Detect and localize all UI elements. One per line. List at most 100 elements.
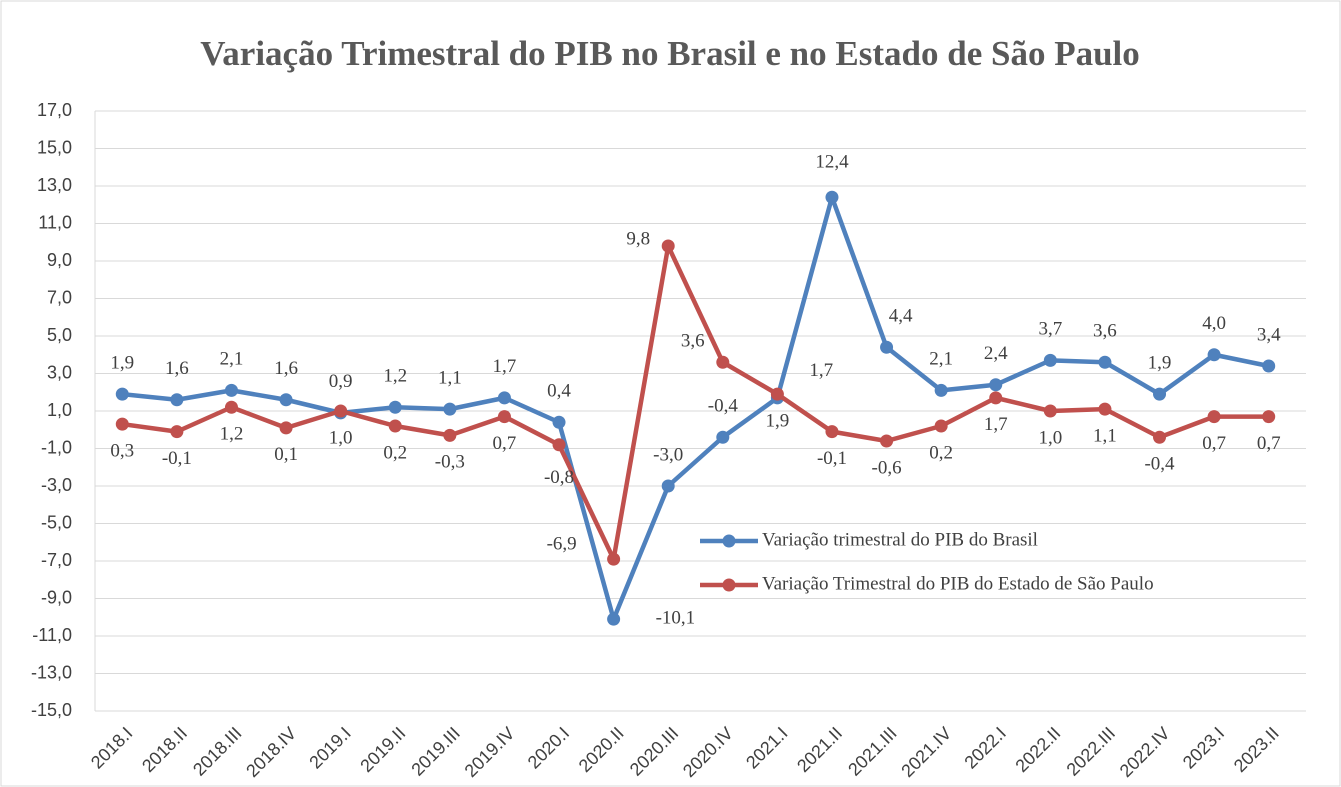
y-tick-label: 9,0: [47, 250, 72, 270]
data-point: [388, 400, 402, 414]
y-tick-label: -3,0: [41, 475, 72, 495]
data-label: 2,4: [984, 343, 1008, 364]
data-point: [1262, 410, 1276, 424]
data-point: [825, 190, 839, 204]
data-point: [279, 421, 293, 435]
data-label: 1,0: [1038, 427, 1062, 448]
data-point: [170, 425, 184, 439]
data-label: 4,4: [889, 306, 913, 327]
y-tick-label: -11,0: [32, 625, 72, 645]
data-label: 1,9: [766, 410, 790, 431]
data-point: [1098, 355, 1112, 369]
data-label: 0,4: [547, 381, 571, 402]
data-label: 1,1: [1093, 425, 1117, 446]
data-label: 0,1: [274, 444, 298, 465]
data-point: [934, 383, 948, 397]
data-point: [1043, 404, 1057, 418]
data-label: 0,7: [493, 433, 517, 454]
data-label: -0,4: [708, 396, 739, 417]
data-label: 2,1: [929, 349, 953, 370]
data-label: -0,6: [872, 457, 902, 478]
data-label: -3,0: [653, 444, 683, 465]
data-point: [224, 383, 238, 397]
data-label: 1,6: [274, 358, 298, 379]
data-point: [989, 378, 1003, 392]
chart-title: Variação Trimestral do PIB no Brasil e n…: [200, 34, 1140, 73]
data-point: [115, 387, 129, 401]
legend-marker: [722, 578, 736, 592]
data-label: 1,9: [110, 352, 134, 373]
data-label: -0,8: [544, 467, 574, 488]
data-label: 1,1: [438, 367, 462, 388]
y-tick-label: -13,0: [31, 662, 72, 682]
data-point: [1043, 353, 1057, 367]
data-label: 12,4: [815, 152, 849, 173]
data-point: [1262, 359, 1276, 373]
legend-label: Variação trimestral do PIB do Brasil: [762, 529, 1038, 550]
data-label: 1,6: [165, 358, 189, 379]
data-point: [1153, 387, 1167, 401]
data-point: [443, 402, 457, 416]
y-tick-label: 13,0: [37, 175, 72, 195]
data-point: [1207, 410, 1221, 424]
data-label: 0,2: [929, 442, 953, 463]
data-label: -0,1: [162, 448, 192, 469]
y-tick-label: 15,0: [37, 137, 72, 157]
data-label: 0,3: [110, 440, 134, 461]
data-point: [989, 391, 1003, 405]
data-point: [170, 393, 184, 407]
series-line: [121, 243, 1269, 562]
data-point: [115, 417, 129, 431]
data-label: 1,7: [984, 414, 1008, 435]
y-tick-label: -5,0: [41, 512, 72, 532]
data-label: 3,4: [1257, 324, 1281, 345]
data-label: 4,0: [1202, 313, 1226, 334]
data-label: -6,9: [547, 533, 577, 554]
legend-label: Variação Trimestral do PIB do Estado de …: [762, 573, 1154, 594]
data-point: [1153, 430, 1167, 444]
data-label: 3,6: [1093, 321, 1117, 342]
data-point: [497, 410, 511, 424]
data-label: 2,1: [220, 349, 244, 370]
data-point: [334, 404, 348, 418]
data-point: [661, 239, 675, 253]
data-point: [552, 438, 566, 452]
data-point: [880, 340, 894, 354]
data-label: 1,7: [493, 356, 517, 377]
y-tick-label: 11,0: [38, 212, 72, 232]
y-tick-label: -7,0: [41, 550, 72, 570]
y-tick-label: 5,0: [47, 325, 72, 345]
data-point: [716, 430, 730, 444]
data-point: [661, 479, 675, 493]
data-label: 9,8: [626, 228, 650, 249]
data-label: 0,7: [1202, 433, 1226, 454]
data-label: 1,0: [329, 427, 353, 448]
data-label: -10,1: [656, 607, 696, 628]
data-point: [607, 612, 621, 626]
data-point: [607, 552, 621, 566]
data-point: [880, 434, 894, 448]
y-tick-label: 3,0: [47, 362, 72, 382]
data-point: [1098, 402, 1112, 416]
data-point: [1207, 348, 1221, 362]
y-tick-label: 1,0: [47, 400, 72, 420]
data-point: [443, 428, 457, 442]
data-label: 1,2: [220, 424, 244, 445]
data-label: 0,9: [329, 371, 353, 392]
data-point: [497, 391, 511, 405]
data-point: [279, 393, 293, 407]
legend-marker: [722, 534, 736, 548]
data-point: [770, 387, 784, 401]
data-label: -0,4: [1144, 454, 1175, 475]
data-point: [552, 415, 566, 429]
data-point: [716, 355, 730, 369]
data-point: [224, 400, 238, 414]
data-label: 1,7: [809, 360, 833, 381]
data-label: -0,1: [817, 448, 847, 469]
data-label: -0,3: [435, 452, 465, 473]
data-point: [388, 419, 402, 433]
data-label: 1,9: [1148, 352, 1172, 373]
data-label: 3,7: [1038, 319, 1062, 340]
data-label: 1,2: [383, 366, 407, 387]
